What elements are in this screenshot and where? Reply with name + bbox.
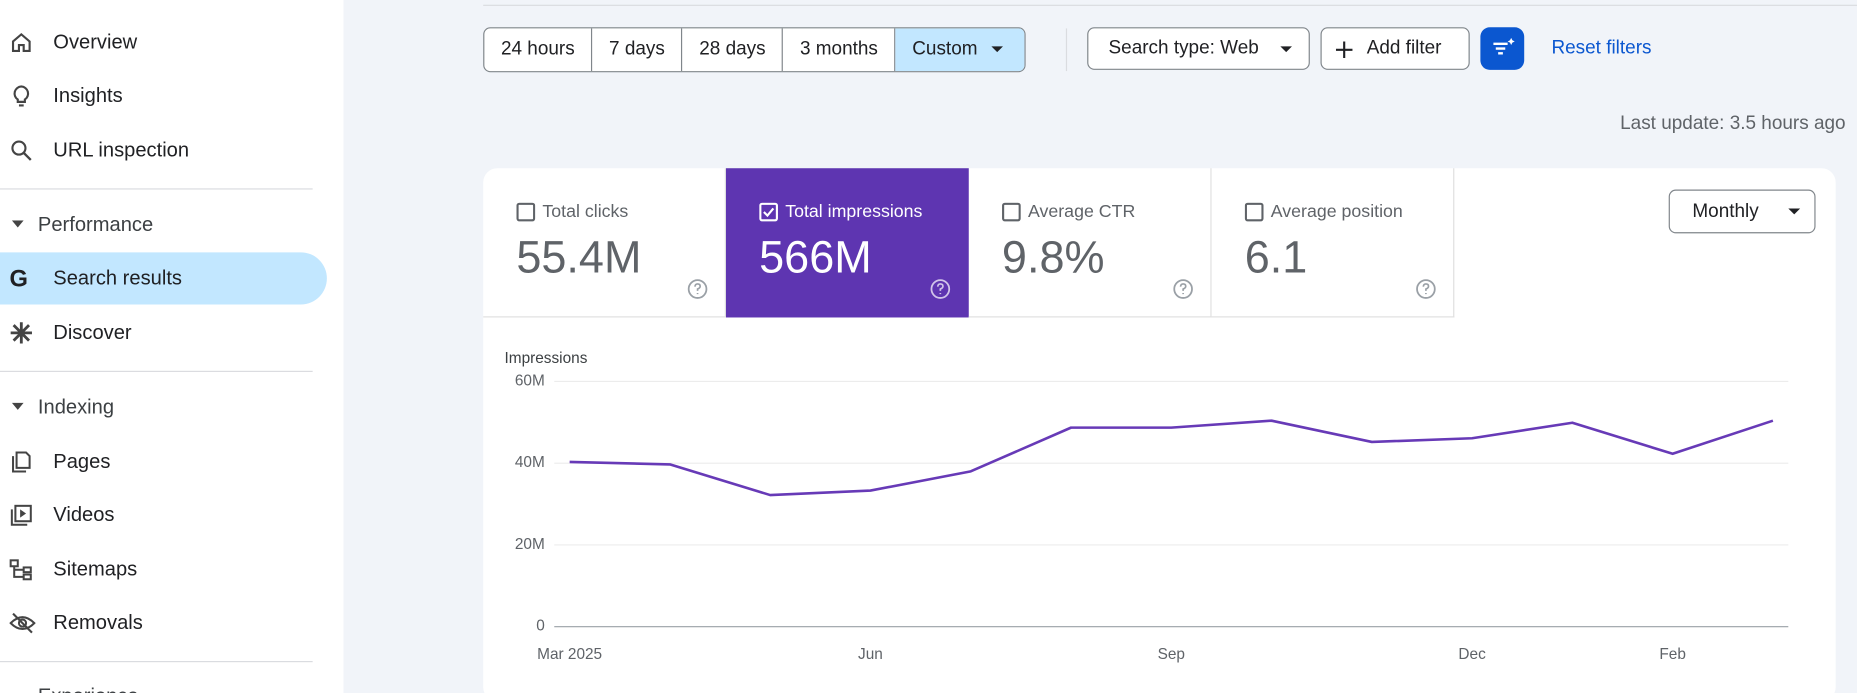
- range-option[interactable]: 28 days: [683, 28, 784, 72]
- range-label: Custom: [912, 39, 978, 60]
- divider: [0, 661, 313, 663]
- icon: [11, 32, 31, 53]
- button-label: Add filter: [1366, 37, 1442, 59]
- icon: [9, 612, 36, 634]
- nav-label: URL inspection: [53, 138, 190, 162]
- x-tick-label: Dec: [1458, 646, 1486, 663]
- divider: [0, 188, 313, 190]
- metric-tile[interactable]: Average position 6.1: [1211, 168, 1455, 318]
- x-tick-label: Mar 2025: [537, 646, 602, 663]
- nav-label: Overview: [53, 30, 138, 54]
- help-icon[interactable]: [1415, 278, 1436, 299]
- date-range: 24 hours 7 days 28 days 3 months Custom: [483, 27, 1027, 73]
- nav-label: Discover: [53, 321, 132, 344]
- divider: [0, 370, 313, 372]
- nav-item[interactable]: Pages: [0, 436, 327, 488]
- section-title: Performance: [37, 213, 154, 236]
- icon: [1493, 37, 1515, 55]
- nav-label: Videos: [53, 503, 115, 526]
- nav-item[interactable]: URL inspection: [0, 124, 327, 176]
- metric-tile[interactable]: Total clicks 55.4M: [483, 168, 726, 318]
- caret: [991, 46, 1004, 53]
- icon: [12, 451, 31, 473]
- caret: [1280, 46, 1293, 53]
- add-filter-button[interactable]: Add filter: [1320, 27, 1470, 70]
- checkbox: [1002, 202, 1021, 222]
- help-icon[interactable]: [930, 278, 951, 299]
- x-tick-label: Sep: [1158, 646, 1185, 663]
- performance-card: Total clicks 55.4M Total impressions 566…: [483, 168, 1836, 693]
- range-option[interactable]: Custom: [895, 28, 1025, 72]
- icon: [11, 140, 32, 161]
- search-type-button[interactable]: Search type: Web: [1087, 27, 1310, 70]
- nav-label: Sitemaps: [53, 557, 138, 581]
- metric-label: Average position: [1270, 201, 1403, 222]
- range-option[interactable]: 7 days: [592, 28, 683, 72]
- help-icon[interactable]: [1172, 278, 1193, 299]
- y-tick-label: 0: [536, 618, 545, 635]
- nav-item[interactable]: Overview: [0, 17, 327, 69]
- nav-label: Insights: [53, 84, 123, 107]
- metric-value: 566M: [759, 233, 872, 284]
- nav-item[interactable]: Discover: [0, 307, 327, 359]
- checkbox: [1244, 202, 1264, 222]
- y-tick-label: 60M: [515, 373, 545, 390]
- dropdown-label: Monthly: [1692, 200, 1759, 221]
- metric-label: Total impressions: [785, 201, 923, 222]
- checkbox: [516, 202, 536, 222]
- nav-item[interactable]: Removals: [0, 597, 327, 649]
- caret: [11, 402, 24, 410]
- metric-label: Total clicks: [542, 201, 629, 222]
- icon: [9, 559, 32, 581]
- y-tick-label: 40M: [515, 454, 545, 471]
- metric-tile[interactable]: Average CTR 9.8%: [968, 168, 1212, 318]
- range-option[interactable]: 3 months: [783, 28, 896, 72]
- section-title: Indexing: [37, 395, 115, 419]
- icon: [10, 322, 32, 344]
- nav-label: Search results: [53, 266, 182, 290]
- x-tick-label: Jun: [858, 646, 883, 663]
- metric-value: 55.4M: [516, 233, 642, 284]
- metric-label: Average CTR: [1027, 201, 1136, 222]
- metric-value: 9.8%: [1001, 233, 1105, 284]
- reset-link[interactable]: Reset filters: [1551, 37, 1652, 59]
- sidebar: Overview Insights URL inspection Perform…: [0, 0, 344, 693]
- nav-item[interactable]: Videos: [0, 489, 327, 541]
- icon: G: [9, 267, 27, 291]
- divider: [483, 4, 1857, 6]
- caret: [11, 220, 24, 228]
- data-line: [569, 419, 1774, 497]
- nav-label: Removals: [53, 611, 143, 634]
- separator: [1065, 28, 1068, 72]
- section-title: Experience: [38, 685, 139, 693]
- svg-text:G: G: [9, 267, 27, 291]
- nav-label: Pages: [53, 450, 111, 473]
- metric-tile[interactable]: Total impressions 566M: [725, 168, 969, 318]
- nav-item[interactable]: G Search results: [0, 252, 327, 305]
- filter-icon-button[interactable]: [1480, 27, 1525, 70]
- interval-dropdown[interactable]: Monthly: [1668, 189, 1816, 234]
- icon: [10, 504, 32, 526]
- x-tick-label: Feb: [1659, 646, 1685, 663]
- caret: [1788, 208, 1801, 215]
- button-label: Search type: Web: [1108, 37, 1259, 59]
- plus-icon: [1335, 41, 1353, 59]
- metric-value: 6.1: [1244, 233, 1308, 284]
- range-option[interactable]: 24 hours: [484, 28, 593, 72]
- nav-item[interactable]: Insights: [0, 70, 327, 122]
- help-icon[interactable]: [687, 278, 708, 299]
- y-tick-label: 20M: [515, 536, 545, 553]
- icon: [13, 85, 30, 107]
- last-update: Last update: 3.5 hours ago: [1620, 113, 1846, 134]
- y-axis-title: Impressions: [505, 350, 588, 367]
- nav-item[interactable]: Sitemaps: [0, 544, 327, 596]
- checkbox: [759, 202, 778, 222]
